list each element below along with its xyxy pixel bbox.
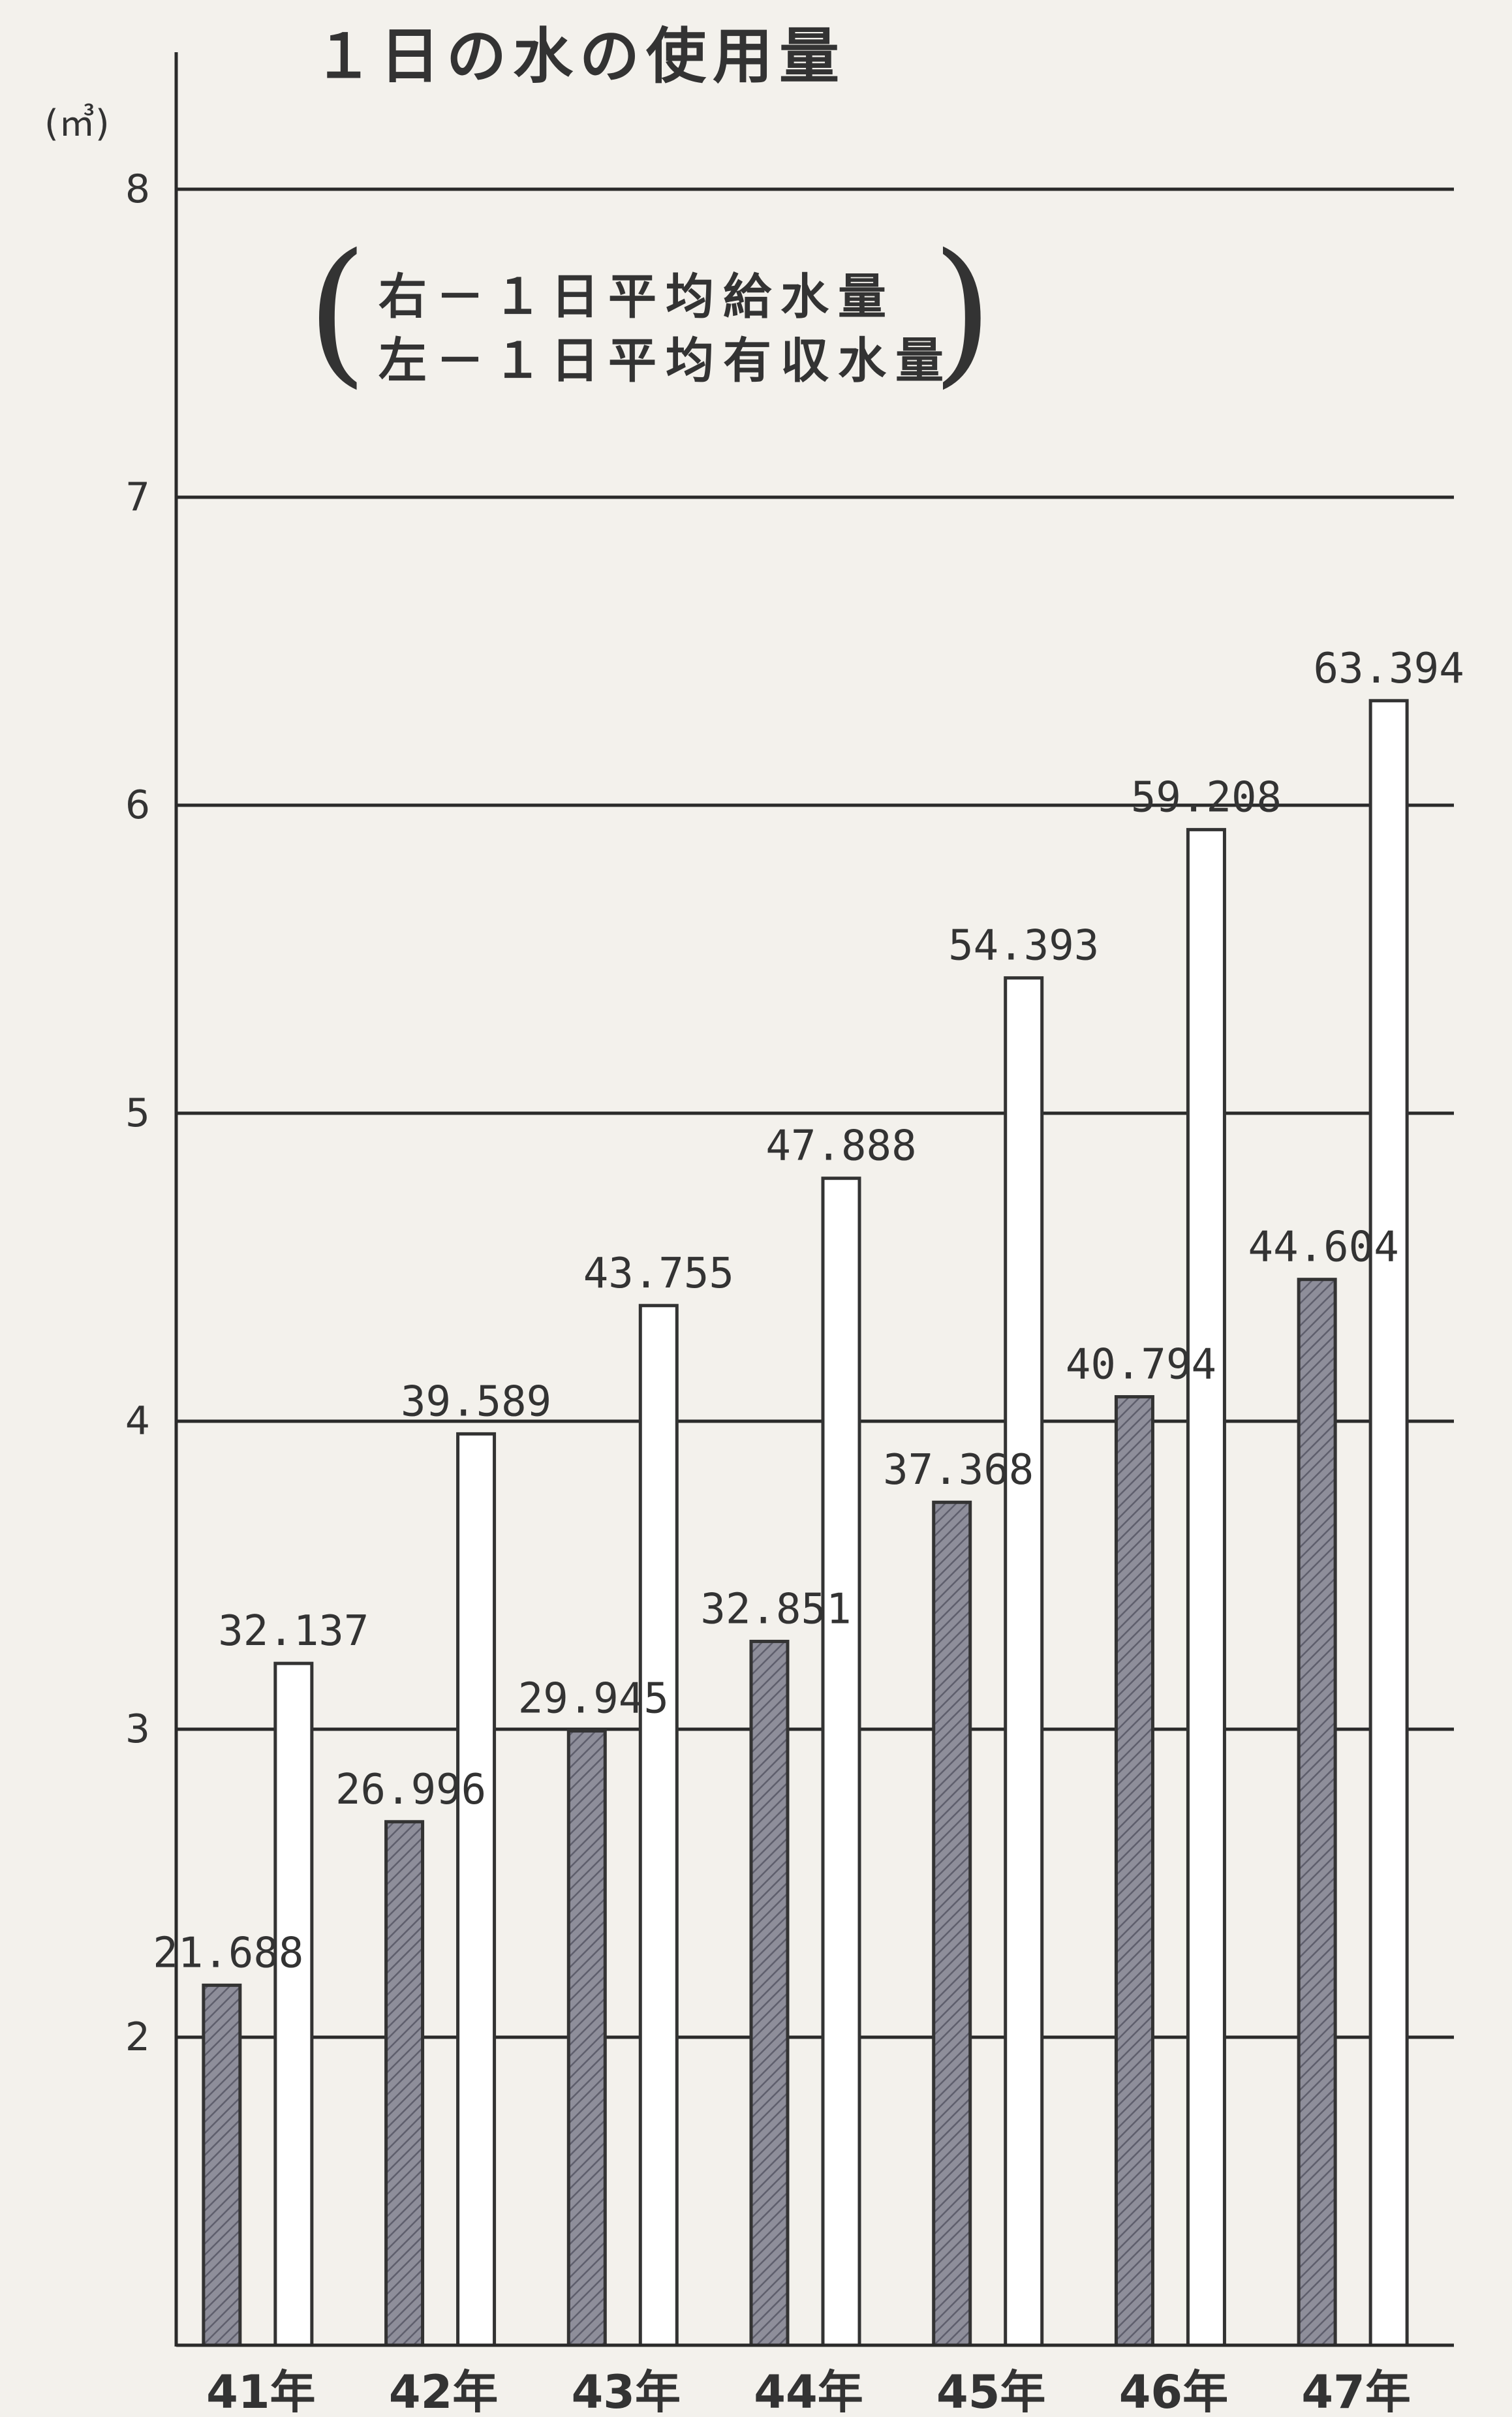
bar-left-44年 xyxy=(749,1639,790,2347)
value-label-left-43年: 29.945 xyxy=(518,1675,669,1723)
bar-left-43年 xyxy=(566,1729,607,2347)
bar-left-41年 xyxy=(202,1983,242,2347)
legend-close-paren: ) xyxy=(932,220,993,403)
bar-right-45年 xyxy=(1004,976,1044,2347)
x-category-label-45年: 45年 xyxy=(936,2365,1045,2417)
value-label-right-41年: 32.137 xyxy=(218,1607,369,1655)
value-label-left-46年: 40.794 xyxy=(1066,1341,1216,1389)
x-category-label-43年: 43年 xyxy=(572,2365,681,2417)
bar-left-42年 xyxy=(384,1820,425,2347)
x-category-label-47年: 47年 xyxy=(1301,2365,1410,2417)
legend: ( ) 右－１日平均給水量 左－１日平均有収水量 xyxy=(307,220,993,403)
value-label-right-43年: 43.755 xyxy=(583,1250,734,1298)
x-axis-categories: 41年 42年 43年 44年 45年 46年 47年 xyxy=(206,2365,1411,2417)
bars xyxy=(202,699,1409,2347)
bar-right-41年 xyxy=(273,1661,314,2347)
grid xyxy=(176,187,1454,2039)
value-label-right-45年: 54.393 xyxy=(948,922,1099,970)
y-tick-label-3: 3 xyxy=(125,1706,150,1752)
y-axis-ticks: 2 3 4 5 6 7 8 xyxy=(125,166,150,2060)
bar-right-46年 xyxy=(1186,827,1226,2347)
bar-right-44年 xyxy=(821,1177,861,2347)
chart-title: １日の水の使用量 xyxy=(313,22,846,91)
legend-open-paren: ( xyxy=(307,220,368,403)
y-tick-label-2: 2 xyxy=(125,2014,150,2060)
y-tick-label-7: 7 xyxy=(125,474,150,520)
value-label-right-44年: 47.888 xyxy=(765,1122,916,1171)
y-tick-label-4: 4 xyxy=(125,1398,150,1444)
bar-left-46年 xyxy=(1114,1395,1154,2347)
value-labels: 32.137 21.688 39.589 26.996 43.755 29.945 47.8… xyxy=(153,645,1464,1978)
value-label-left-44年: 32.851 xyxy=(700,1585,851,1633)
bar-left-47年 xyxy=(1297,1278,1337,2347)
x-category-label-41年: 41年 xyxy=(206,2365,315,2417)
bar-left-45年 xyxy=(932,1500,972,2347)
bar-right-47年 xyxy=(1368,699,1409,2347)
value-label-right-47年: 63.394 xyxy=(1314,645,1464,693)
y-tick-label-5: 5 xyxy=(125,1090,150,1136)
value-label-left-42年: 26.996 xyxy=(335,1766,486,1814)
value-label-left-47年: 44.604 xyxy=(1248,1224,1399,1272)
y-unit-label: (㎥) xyxy=(44,102,110,145)
bar-right-43年 xyxy=(638,1304,679,2347)
value-label-left-41年: 21.688 xyxy=(153,1929,303,1977)
bar-right-42年 xyxy=(456,1432,497,2347)
x-category-label-46年: 46年 xyxy=(1119,2365,1228,2417)
x-category-label-42年: 42年 xyxy=(389,2365,498,2417)
y-tick-label-8: 8 xyxy=(125,166,150,212)
value-label-left-45年: 37.368 xyxy=(883,1446,1034,1494)
y-tick-label-6: 6 xyxy=(125,782,150,828)
x-category-label-44年: 44年 xyxy=(754,2365,863,2417)
value-label-right-46年: 59.208 xyxy=(1131,773,1282,822)
value-label-right-42年: 39.589 xyxy=(401,1378,551,1426)
legend-right-label: 右－１日平均給水量 xyxy=(378,269,895,325)
legend-left-label: 左－１日平均有収水量 xyxy=(378,333,953,389)
